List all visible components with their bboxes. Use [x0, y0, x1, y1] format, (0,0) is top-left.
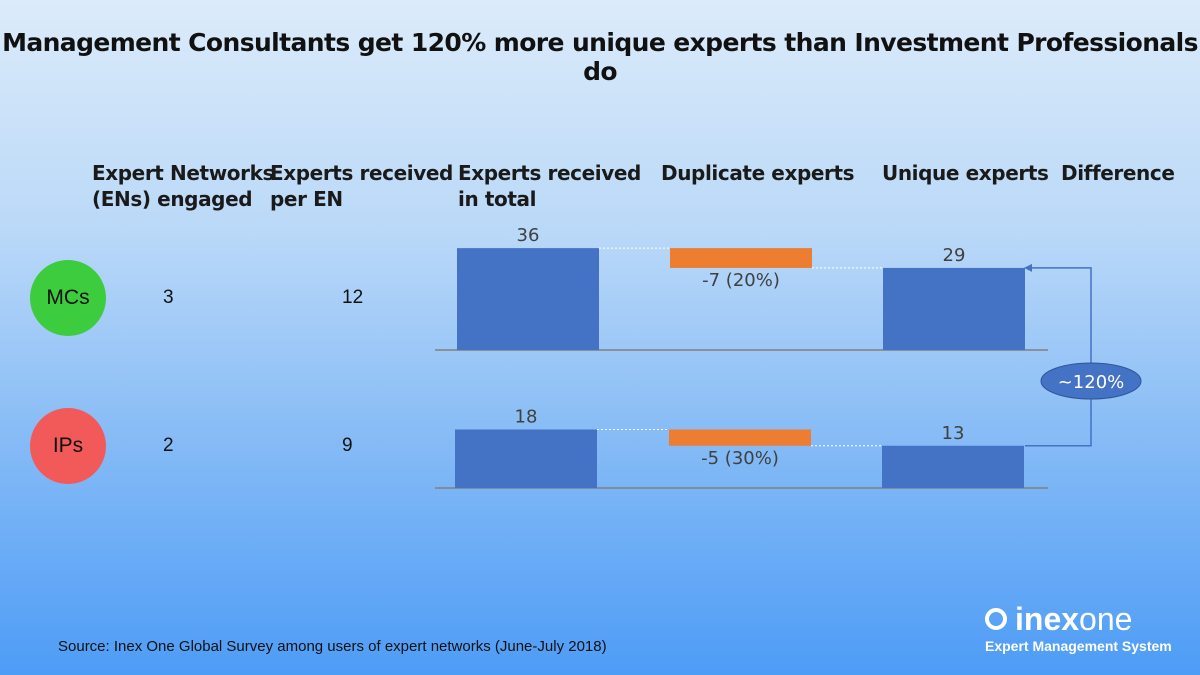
header-duplicate: Duplicate experts: [661, 161, 855, 185]
difference-label: ~120%: [1058, 372, 1125, 393]
logo-name-bold: inex: [1015, 601, 1080, 637]
ips-duplicate-bar: [669, 429, 811, 446]
ips-per-en: 9: [342, 435, 353, 456]
difference-ellipse: [1040, 362, 1142, 400]
difference-arrow: [1025, 267, 1092, 447]
header-line: Experts received: [458, 161, 641, 185]
header-per-en: Experts received per EN: [270, 160, 453, 212]
source-note: Source: Inex One Global Survey among use…: [58, 638, 607, 655]
header-line: (ENs) engaged: [92, 187, 253, 211]
ips-duplicate-label: -5 (30%): [701, 448, 779, 469]
mcs-unique-bar: [883, 267, 1025, 350]
ips-total-bar: [455, 429, 597, 488]
ips-badge: IPs: [30, 408, 106, 484]
ips-total-label: 18: [515, 407, 538, 428]
mcs-total-label: 36: [517, 225, 540, 246]
logo-tagline: Expert Management System: [985, 638, 1172, 654]
header-total: Experts received in total: [458, 160, 641, 212]
mcs-unique-label: 29: [943, 245, 966, 266]
inexone-logo: inex one Expert Management System: [985, 602, 1172, 654]
header-ens-engaged: Expert Networks (ENs) engaged: [92, 160, 274, 212]
mcs-total-bar: [457, 248, 599, 350]
mcs-ens: 3: [163, 287, 174, 308]
page-title: Management Consultants get 120% more uni…: [2, 28, 1198, 86]
mcs-duplicate-label: -7 (20%): [702, 270, 780, 291]
arrow-head-icon: [1024, 263, 1032, 272]
header-line: per EN: [270, 187, 343, 211]
logo-i-icon: [985, 608, 1007, 630]
header-line: in total: [458, 187, 537, 211]
mcs-per-en: 12: [342, 287, 364, 308]
header-difference: Difference: [1061, 161, 1175, 185]
mcs-duplicate-bar: [670, 248, 812, 268]
header-line: Experts received: [270, 161, 453, 185]
ips-ens: 2: [163, 435, 174, 456]
logo-name-light: one: [1079, 601, 1133, 637]
mcs-badge: MCs: [30, 260, 106, 336]
ips-unique-bar: [882, 445, 1024, 488]
header-line: Expert Networks: [92, 161, 274, 185]
header-unique: Unique experts: [882, 161, 1049, 185]
ips-unique-label: 13: [942, 423, 965, 444]
